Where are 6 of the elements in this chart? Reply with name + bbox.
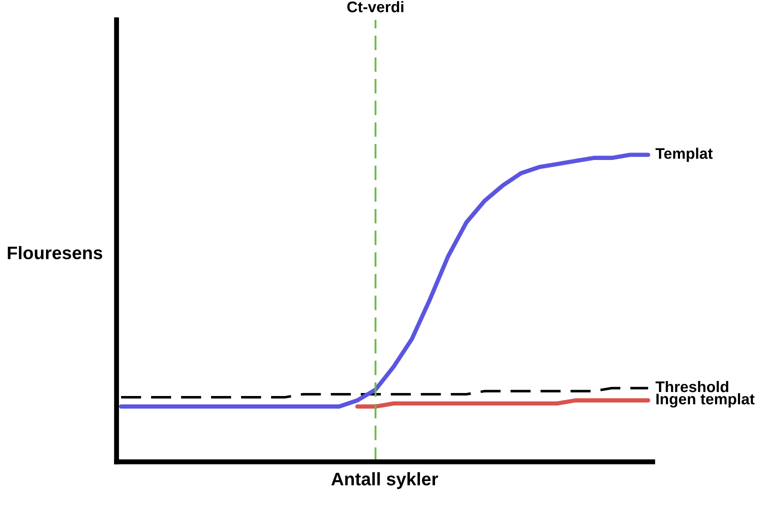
series-label: Ingen templat <box>656 393 755 408</box>
series-label: Templat <box>656 148 713 162</box>
text: Ct-verdi <box>347 1 404 12</box>
x-axis-title: Antall sykler <box>331 472 438 490</box>
y-axis-title: Flouresens <box>8 246 102 260</box>
series-label: Threshold <box>656 380 728 392</box>
